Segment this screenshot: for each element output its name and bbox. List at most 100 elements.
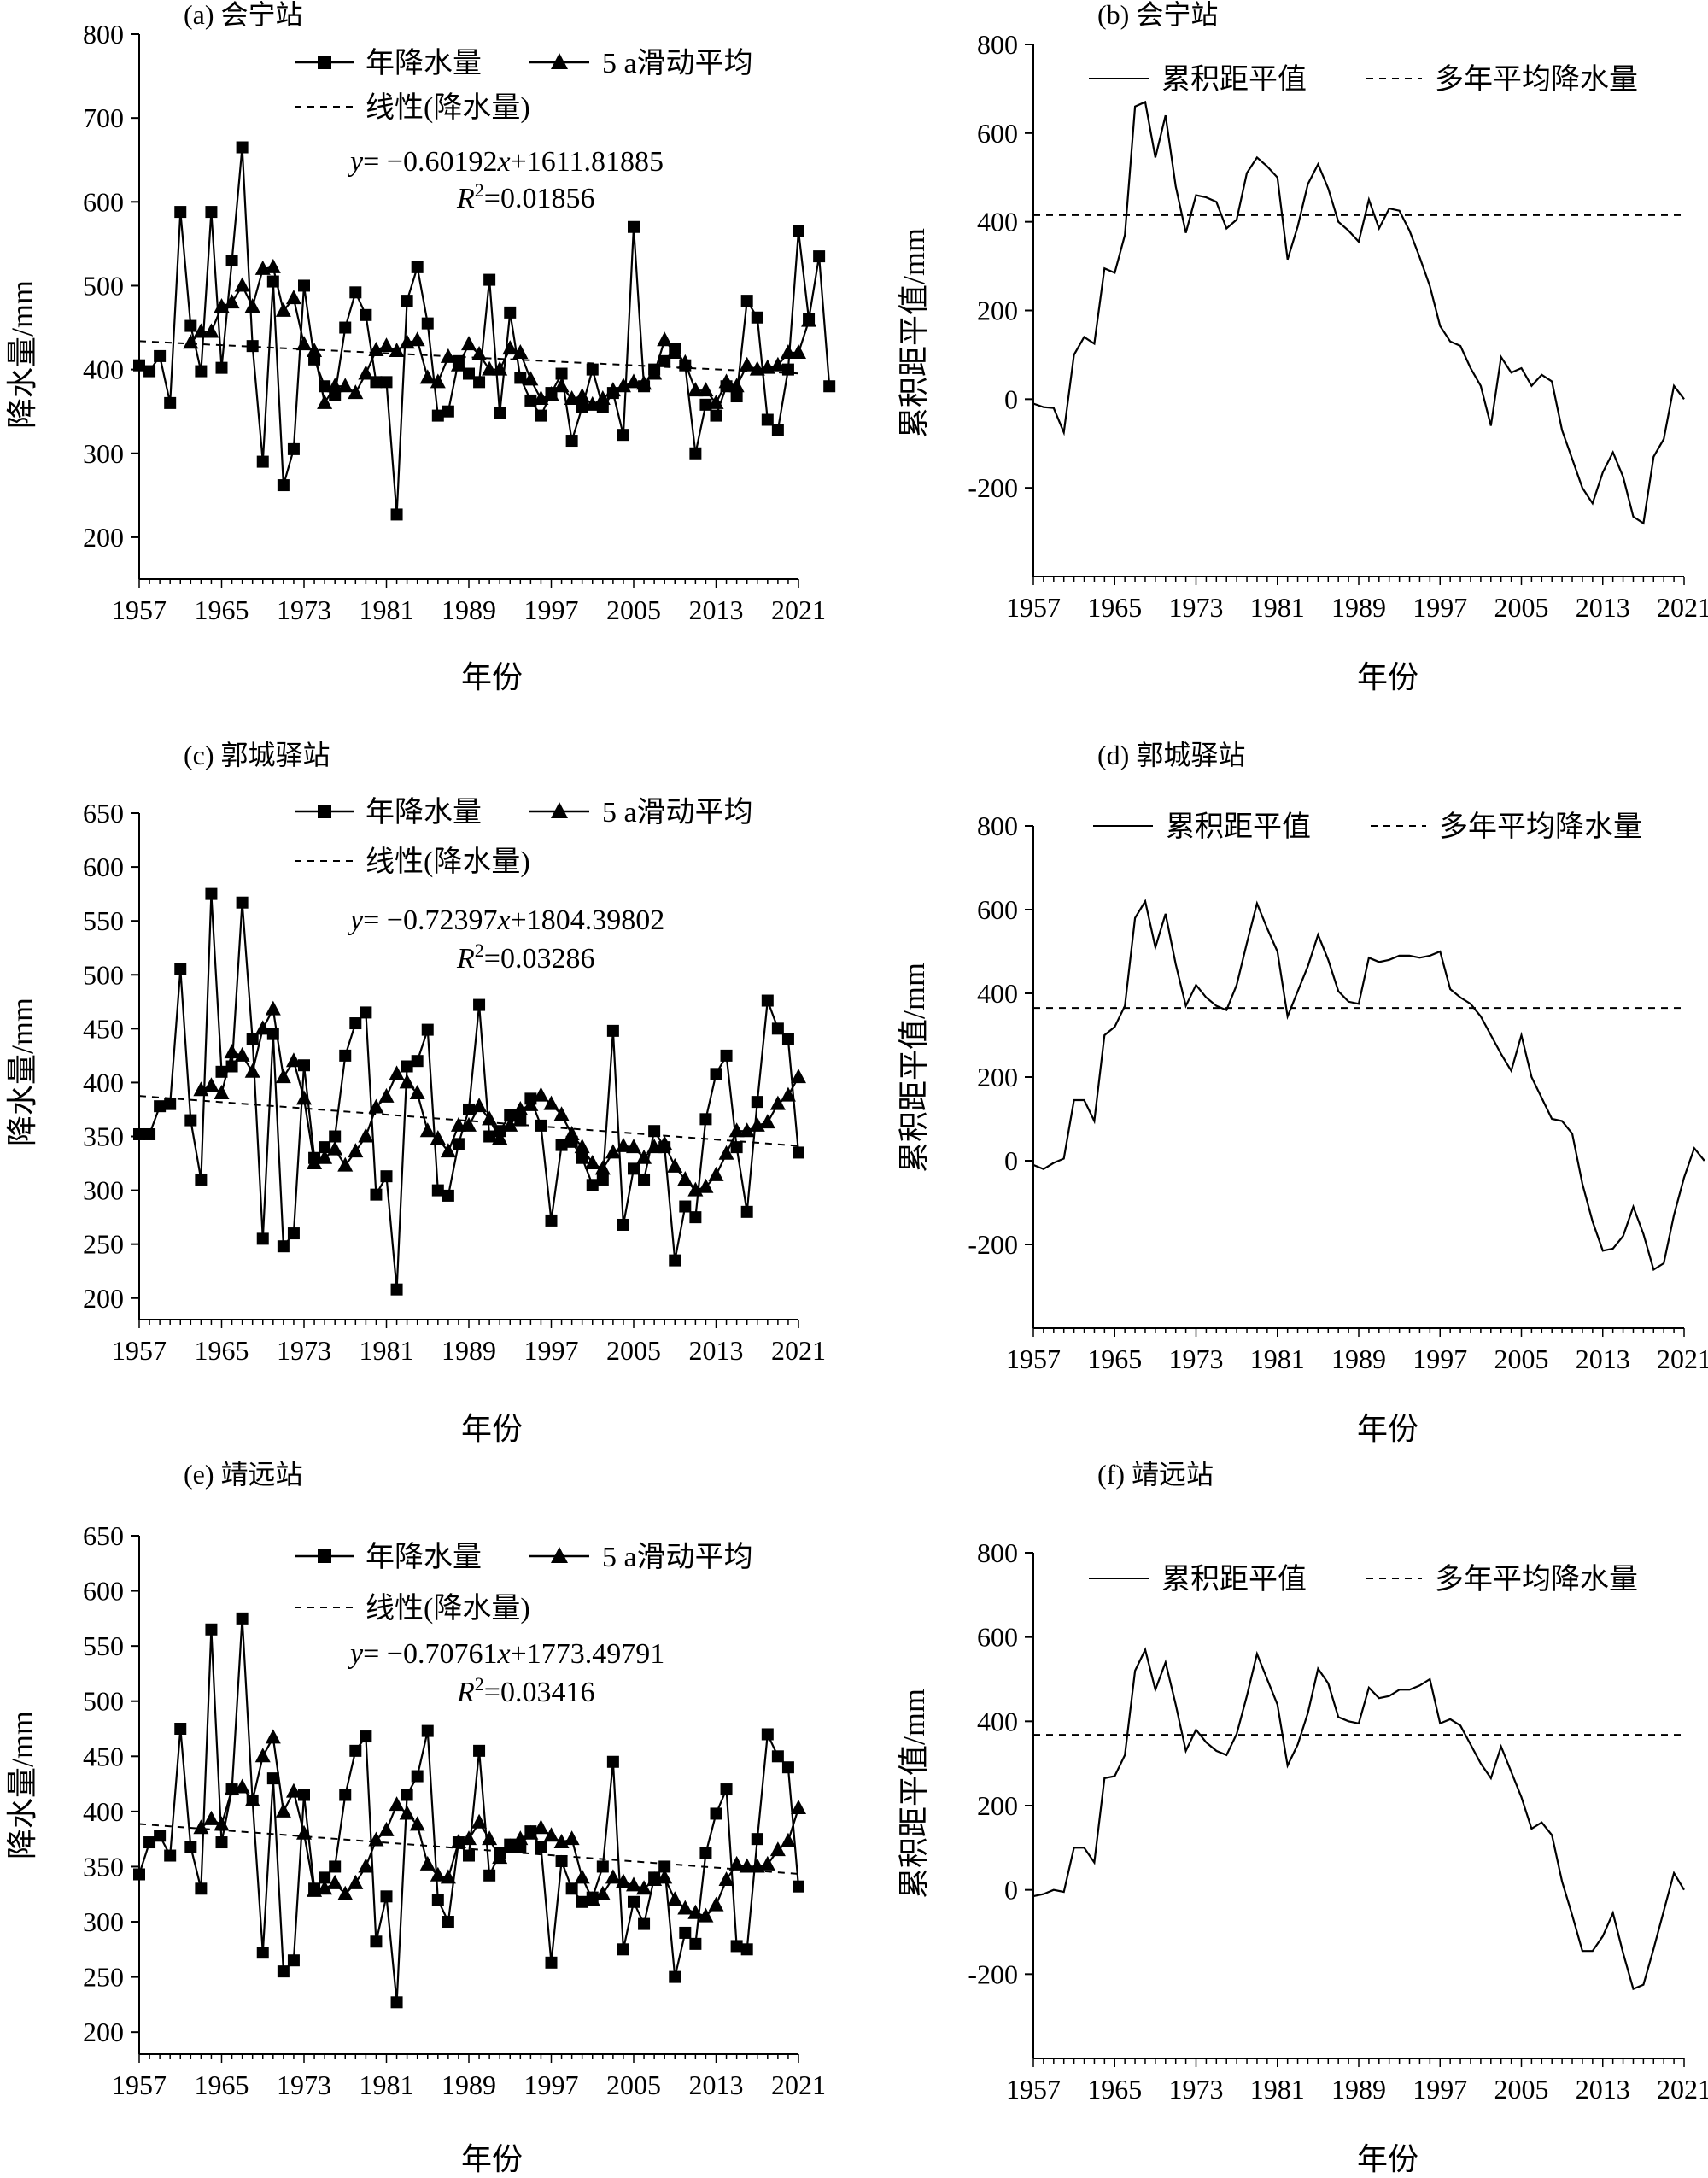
moving-avg-point: [574, 388, 590, 403]
precip-point: [256, 1947, 269, 1959]
moving-avg-point: [440, 1869, 456, 1884]
precip-point: [535, 1119, 547, 1132]
moving-avg-point: [574, 1139, 590, 1154]
moving-avg-point: [419, 369, 436, 384]
moving-avg-point: [358, 365, 374, 380]
x-tick-label: 1989: [442, 594, 496, 625]
precip-point: [463, 1103, 475, 1115]
precip-point: [699, 398, 712, 411]
moving-avg-point: [193, 323, 209, 338]
moving-avg-point: [512, 1100, 529, 1115]
y-tick-label: 200: [977, 296, 1018, 326]
x-axis: 1957 1965 1973 1981 1989 1997 2005 2013 2021: [1006, 1327, 1708, 1374]
precip-point: [813, 250, 826, 263]
moving-avg-point: [203, 323, 219, 338]
precip-point: [638, 1917, 651, 1930]
precip-point: [287, 1954, 300, 1967]
y-tick-label: 800: [977, 29, 1018, 60]
plot-area: [133, 1612, 806, 2009]
precip-point: [442, 1189, 454, 1202]
moving-avg-point: [574, 1869, 590, 1884]
moving-avg-point: [419, 1122, 436, 1138]
x-tick-label: 1997: [1413, 1344, 1467, 1374]
moving-avg-point: [430, 1130, 446, 1145]
precip-point: [761, 413, 774, 426]
moving-avg-point: [523, 1096, 539, 1111]
moving-avg-point: [667, 1891, 683, 1906]
precip-point: [514, 372, 527, 384]
plot-area: [133, 887, 806, 1296]
moving-avg-point: [234, 277, 250, 292]
x-tick-label: 2021: [1657, 2074, 1708, 2105]
moving-avg-point: [677, 1900, 693, 1915]
moving-avg-point: [234, 1046, 250, 1062]
precip-point: [205, 887, 218, 900]
moving-avg-point: [368, 342, 384, 357]
moving-avg-point: [378, 337, 395, 353]
trend-line: [138, 1095, 799, 1147]
precip-point: [740, 1205, 753, 1218]
moving-avg-point: [636, 1880, 652, 1895]
moving-avg-point: [759, 1855, 775, 1871]
series-line-cumulative: [1032, 1647, 1685, 1991]
y-axis: -200 0 200 400 600 800: [968, 29, 1034, 577]
moving-avg-point: [512, 343, 529, 359]
moving-avg-point: [296, 1824, 312, 1840]
x-tick-label: 2013: [689, 1335, 744, 1366]
moving-avg-point: [337, 1885, 354, 1900]
moving-avg-point: [389, 1065, 405, 1080]
x-tick-label: 1973: [1169, 592, 1224, 623]
moving-avg-point: [564, 1830, 580, 1846]
precip-point: [617, 1943, 629, 1956]
precip-point: [380, 1170, 393, 1183]
x-axis: 1957 1965 1973 1981 1989 1997 2005 2013 2021: [112, 1319, 826, 1366]
precip-point: [380, 1890, 393, 1903]
precip-point: [720, 1783, 733, 1796]
y-tick-label: 600: [977, 1622, 1018, 1653]
x-tick-label: 1965: [1087, 2074, 1142, 2105]
precip-point: [463, 1849, 475, 1862]
square-marker-icon: [318, 56, 331, 69]
precip-point: [730, 1940, 743, 1953]
precip-point: [504, 1109, 517, 1121]
legend-precip-label: 年降水量: [366, 1541, 482, 1573]
moving-avg-point: [502, 1838, 518, 1853]
x-tick-label: 1957: [1006, 2074, 1061, 2105]
precip-point: [143, 365, 156, 378]
precip-point: [751, 1833, 763, 1846]
precip-point: [586, 363, 599, 376]
precip-point: [421, 317, 434, 330]
precip-point: [411, 261, 424, 273]
precip-point: [771, 1022, 784, 1035]
x-tick-label: 1989: [442, 1335, 496, 1366]
precip-point: [195, 1173, 208, 1186]
series-line-moving-avg: [190, 266, 810, 407]
moving-avg-point: [244, 298, 260, 313]
moving-avg-point: [296, 336, 312, 351]
moving-avg-point: [409, 1816, 425, 1831]
y-tick-label: 800: [977, 811, 1018, 841]
moving-avg-point: [739, 1122, 755, 1138]
precip-point: [277, 479, 290, 492]
moving-avg-point: [275, 302, 291, 317]
moving-avg-point: [533, 389, 549, 405]
moving-avg-point: [430, 1866, 446, 1882]
precip-point: [205, 206, 218, 219]
x-tick-label: 1997: [524, 594, 579, 625]
moving-avg-point: [657, 331, 673, 347]
moving-avg-point: [667, 1157, 683, 1173]
moving-avg-point: [285, 1052, 301, 1068]
triangle-marker-icon: [551, 1547, 568, 1563]
moving-avg-point: [769, 1841, 786, 1857]
x-axis-label: 年份: [461, 2142, 523, 2176]
precip-point: [154, 1830, 167, 1842]
moving-avg-point: [780, 343, 796, 359]
precip-point: [793, 1146, 804, 1159]
y-tick-label: 500: [83, 959, 124, 990]
r-squared-text: R2=0.03416: [456, 1673, 594, 1708]
x-tick-label: 1989: [1331, 592, 1386, 623]
panel-title: (f) 靖远站: [1097, 1459, 1214, 1490]
y-tick-label: 200: [977, 1790, 1018, 1821]
series-line-cumulative: [1032, 899, 1705, 1272]
x-tick-label: 1981: [360, 1335, 414, 1366]
